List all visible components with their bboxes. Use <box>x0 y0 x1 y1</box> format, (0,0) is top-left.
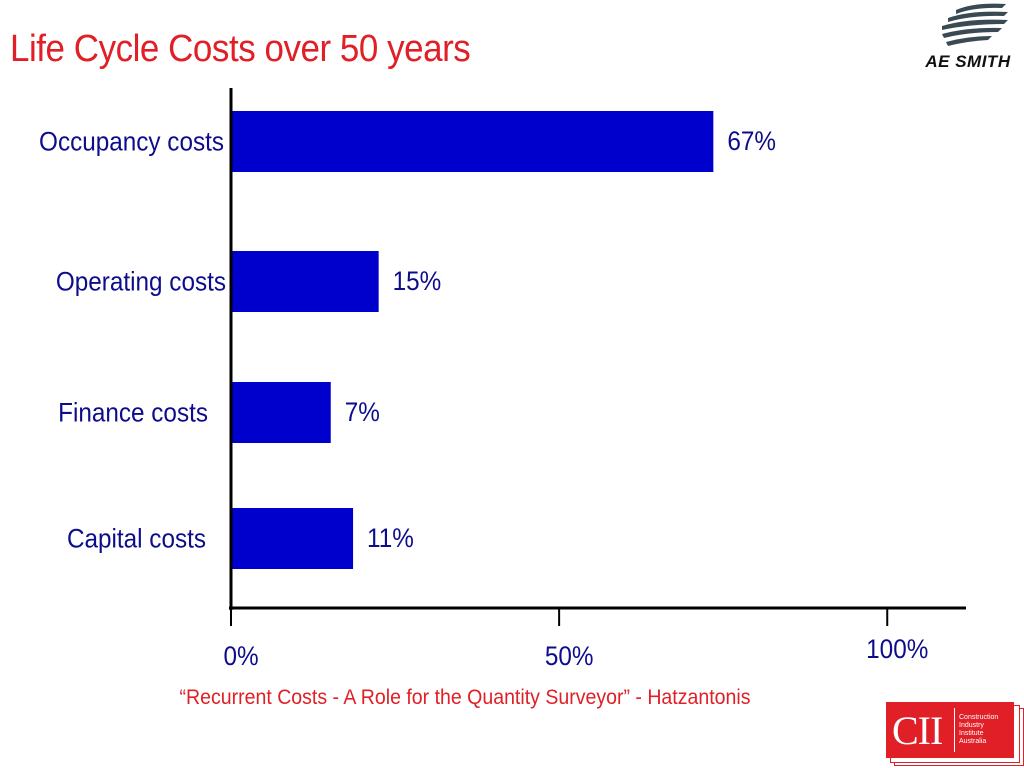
value-labels: 67% 15% 7% 11% <box>345 127 776 553</box>
data-label: 15% <box>393 267 442 296</box>
bars-group <box>231 111 714 569</box>
x-ticks: 0% 50% 100% <box>223 608 928 671</box>
source-citation: “Recurrent Costs - A Role for the Quanti… <box>179 686 751 709</box>
bar-finance-costs <box>231 382 331 443</box>
category-label: Capital costs <box>67 524 206 553</box>
bar-operating-costs <box>231 251 379 312</box>
category-label: Finance costs <box>58 398 208 427</box>
category-label: Occupancy costs <box>39 127 224 156</box>
ae-smith-stripes-icon <box>942 3 1008 46</box>
x-tick-label: 50% <box>545 642 594 671</box>
ae-smith-wordmark: AE SMITH <box>925 52 1011 71</box>
x-tick-label: 0% <box>223 642 258 671</box>
data-label: 67% <box>727 127 776 156</box>
page-title: Life Cycle Costs over 50 years <box>10 28 471 70</box>
ae-smith-logo: AE SMITH <box>912 0 1024 78</box>
x-tick-label: 100% <box>866 635 928 664</box>
category-label: Operating costs <box>56 267 226 296</box>
category-labels: Occupancy costs Operating costs Finance co… <box>39 127 226 553</box>
data-label: 11% <box>367 524 414 553</box>
bar-occupancy-costs <box>231 111 714 172</box>
bar-capital-costs <box>231 508 354 569</box>
cii-logo: CII Construction Industry Institute Aust… <box>886 702 1024 768</box>
cii-letters: CII <box>892 707 943 753</box>
cii-name: Construction Industry Institute Australi… <box>959 714 999 745</box>
data-label: 7% <box>345 398 380 427</box>
